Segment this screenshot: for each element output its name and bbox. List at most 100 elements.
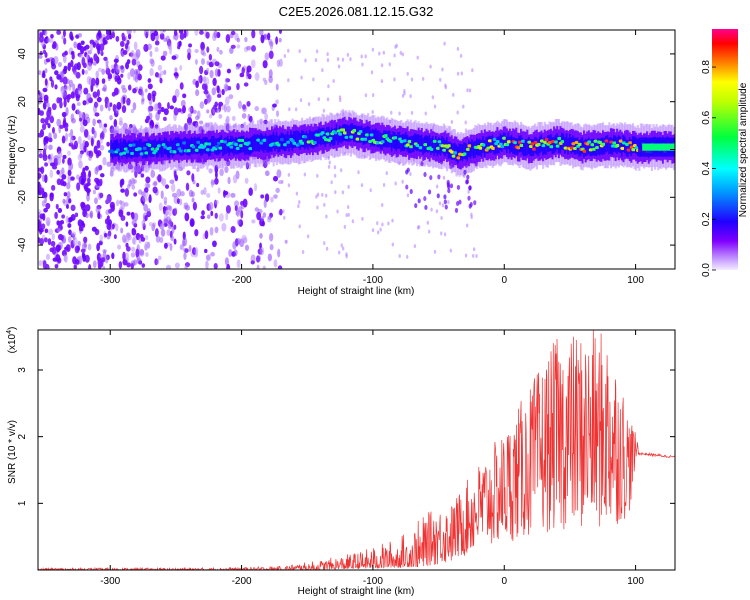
heatmap-cell [206,214,211,219]
heatmap-cell [520,139,526,143]
heatmap-cell [99,173,105,178]
heatmap-cell [218,137,222,154]
heatmap-cell [203,187,207,195]
heatmap-cell [553,136,556,154]
heatmap-cell [210,251,215,257]
heatmap-cell [254,183,258,192]
heatmap-cell [182,138,185,155]
heatmap-cell [174,88,180,98]
heatmap-cell [77,255,83,261]
heatmap-cell [43,237,48,243]
heatmap-cell [287,78,290,83]
heatmap-cell [159,32,165,40]
heatmap-cell [598,138,602,156]
heatmap-cell [376,230,380,235]
heatmap-cell [143,30,149,38]
heatmap-cell [555,144,561,148]
heatmap-cell [332,78,335,83]
heatmap-cell [167,146,173,150]
heatmap-cell [81,57,86,66]
heatmap-cell [98,120,103,129]
heatmap-cell [101,68,106,75]
heatmap-cell [464,163,469,169]
heatmap-cell [336,57,340,62]
heatmap-cell [61,157,65,164]
heatmap-cell [55,203,59,210]
heatmap-cell [224,77,229,83]
heatmap-cell [51,43,57,50]
heatmap-cell [371,228,375,233]
heatmap-cell [191,197,195,203]
heatmap-cell [63,98,67,108]
colorbar: 0.0 0.2 0.4 0.6 0.8 Normalized spectral ampl… [701,29,749,277]
heatmap-cell [333,165,337,170]
heatmap-cell [157,102,162,109]
heatmap-cell [225,137,228,155]
heatmap-cell [342,131,348,135]
heatmap-cell [83,145,87,153]
heatmap-cell [196,137,200,155]
heatmap-cell [450,119,454,124]
heatmap-cell [422,137,425,155]
heatmap-cell [132,237,136,245]
heatmap-cell [312,117,315,122]
heatmap-cell [106,141,110,147]
heatmap-cell [270,196,274,203]
heatmap-cell [273,194,278,199]
heatmap-cell [214,212,218,219]
heatmap-cell [212,77,217,87]
heatmap-cell [256,211,262,221]
heatmap-cell [99,192,104,199]
heatmap-cell [500,145,505,149]
heatmap-cell [441,203,445,208]
y-tick-label: -20 [17,190,28,205]
heatmap-cell [231,136,234,154]
heatmap-cell [341,57,345,62]
heatmap-cell [204,248,208,254]
heatmap-cell [138,90,144,96]
heatmap-cell [171,192,178,198]
heatmap-cell [41,72,46,79]
heatmap-cell [127,84,132,91]
heatmap-cell [441,67,444,72]
heatmap-cell [38,221,42,230]
y-tick-label: 20 [17,96,28,108]
heatmap-cell [66,93,72,100]
heatmap-cell [205,260,209,269]
heatmap-cell [371,128,375,146]
heatmap-cell [264,133,267,151]
heatmap-cell [121,84,126,90]
heatmap-cell [532,147,537,151]
heatmap-cell [493,137,496,155]
heatmap-cell [109,102,113,107]
heatmap-cell [157,109,161,115]
heatmap-cell [165,264,172,269]
heatmap-cell [444,204,448,210]
heatmap-cell [74,212,79,218]
heatmap-cell [467,195,471,201]
heatmap-cell [213,30,218,39]
heatmap-cell [62,198,66,204]
heatmap-cell [465,179,469,185]
heatmap-cell [174,67,178,73]
heatmap-cell [390,134,393,152]
heatmap-cell [120,227,124,234]
heatmap-cell [250,260,255,265]
heatmap-cell [466,88,469,93]
heatmap-cell [416,225,420,230]
heatmap-cell [133,139,137,157]
heatmap-cell [360,125,364,143]
heatmap-cell [393,132,397,150]
heatmap-cell [341,128,346,132]
heatmap-cell [113,87,119,96]
heatmap-cell [172,150,178,154]
heatmap-cell [543,140,548,144]
heatmap-cell [235,65,240,70]
heatmap-cell [80,178,85,186]
heatmap-cell [225,118,229,125]
heatmap-cell [230,192,236,198]
heatmap-cell [120,73,124,78]
heatmap-cell [328,136,334,141]
heatmap-cell [78,53,84,59]
heatmap-cell [252,135,255,153]
